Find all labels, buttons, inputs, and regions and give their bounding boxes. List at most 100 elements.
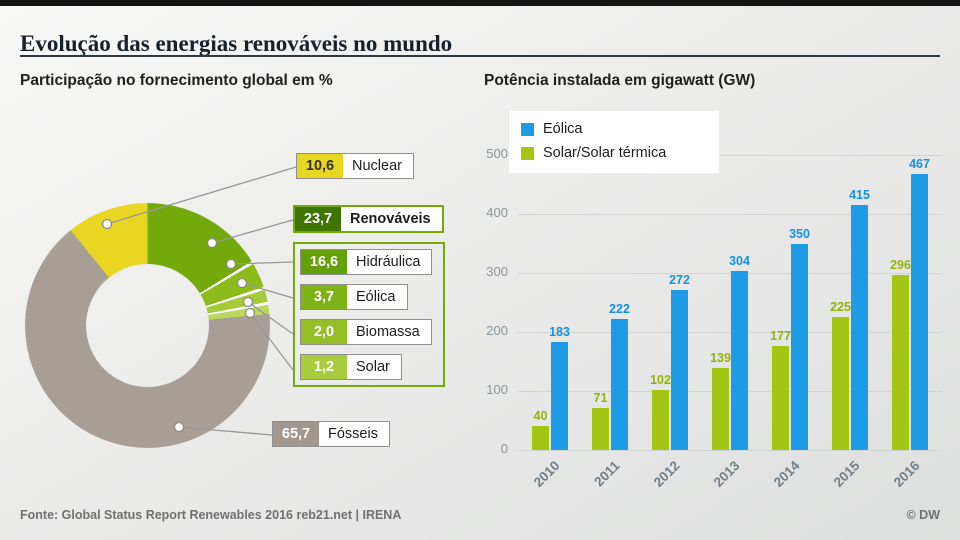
bar-slot-solar: 40: [532, 409, 549, 450]
bar-value-eolica: 350: [789, 226, 810, 241]
bar-group-2014: 177 350: [770, 227, 810, 450]
bar-slot-solar: 71: [592, 391, 609, 450]
bar-eolica: [671, 289, 688, 450]
callout-fosseis-label: Fósseis: [319, 422, 389, 446]
bar-solar: [892, 275, 909, 450]
callout-fosseis-value: 65,7: [273, 422, 319, 446]
bar-slot-eolica: 467: [909, 157, 930, 450]
callout-renovaveis: 23,7 Renováveis: [293, 205, 444, 233]
renewables-breakdown-frame: 16,6 Hidráulica 3,7 Eólica 2,0 Biomassa …: [293, 242, 445, 387]
bar-group-2013: 139 304: [710, 254, 750, 450]
x-tick-label: 2014: [770, 458, 803, 490]
bar-plot: 40 183 2010 71 222 2011 102 272 2012 139 304 2013 17…: [518, 154, 942, 490]
source-note: Fonte: Global Status Report Renewables 2…: [20, 508, 402, 522]
callout-biomassa-value: 2,0: [301, 320, 347, 344]
title-divider: [20, 55, 940, 57]
bar-value-eolica: 183: [549, 325, 570, 340]
bar-group-2012: 102 272: [650, 273, 690, 450]
bar-solar: [832, 317, 849, 450]
callout-biomassa-label: Biomassa: [347, 320, 431, 344]
bar-value-solar: 40: [533, 409, 548, 424]
x-tick-label: 2015: [830, 458, 863, 490]
bar-value-solar: 102: [650, 372, 671, 387]
callout-renovaveis-label: Renováveis: [341, 207, 442, 231]
bar-value-solar: 225: [830, 300, 851, 315]
bar-solar: [712, 368, 729, 450]
callout-eolica-value: 3,7: [301, 285, 347, 309]
gridline: [518, 272, 942, 274]
bar-group-2016: 296 467: [890, 157, 930, 450]
bar-value-eolica: 467: [909, 157, 930, 172]
page-title: Evolução das energias renováveis no mund…: [20, 31, 453, 57]
callout-solar: 1,2 Solar: [300, 354, 402, 380]
bar-slot-solar: 225: [830, 300, 851, 450]
callout-eolica-label: Eólica: [347, 285, 407, 309]
bar-slot-eolica: 183: [549, 325, 570, 450]
bar-eolica: [551, 342, 568, 450]
bar-eolica: [791, 243, 808, 450]
bar-slot-eolica: 222: [609, 302, 630, 450]
legend-label-eolica: Eólica: [543, 121, 583, 137]
callout-hidraulica-label: Hidráulica: [347, 250, 432, 274]
legend-item-eolica: Eólica: [521, 121, 709, 137]
bar-value-solar: 296: [890, 258, 911, 273]
bar-slot-eolica: 304: [729, 254, 750, 450]
callout-nuclear-value: 10,6: [297, 154, 343, 178]
bar-solar: [592, 408, 609, 450]
bar-legend: Eólica Solar/Solar térmica: [508, 110, 720, 174]
bar-value-eolica: 272: [669, 272, 690, 287]
bar-value-eolica: 415: [849, 188, 870, 203]
bar-slot-eolica: 272: [669, 273, 690, 450]
bar-value-eolica: 222: [609, 302, 630, 317]
bar-slot-solar: 177: [770, 329, 791, 450]
y-tick-label: 500: [486, 146, 508, 161]
bar-group-2015: 225 415: [830, 188, 870, 450]
bar-eolica: [911, 174, 928, 450]
legend-label-solar: Solar/Solar térmica: [543, 145, 667, 161]
bar-slot-eolica: 350: [789, 227, 810, 450]
bar-yaxis: 0 100 200 300 400 500: [468, 146, 508, 456]
callout-hidraulica: 16,6 Hidráulica: [300, 249, 433, 275]
bar-eolica: [611, 319, 628, 450]
x-tick-label: 2012: [650, 458, 683, 490]
bar-value-solar: 139: [710, 351, 731, 365]
x-tick-label: 2011: [591, 458, 623, 490]
callout-solar-label: Solar: [347, 355, 401, 379]
bar-slot-solar: 296: [890, 258, 911, 450]
y-tick-label: 400: [486, 205, 508, 220]
legend-swatch-eolica: [521, 122, 534, 136]
callout-renovaveis-value: 23,7: [295, 207, 341, 231]
callout-eolica: 3,7 Eólica: [300, 284, 408, 310]
x-tick-label: 2016: [890, 458, 923, 490]
gridline: [518, 390, 942, 392]
legend-swatch-solar: [521, 146, 534, 160]
y-tick-label: 0: [500, 441, 508, 456]
bar-group-2011: 71 222: [592, 302, 630, 450]
gridline: [518, 331, 942, 333]
gridline: [518, 154, 942, 156]
bar-value-solar: 177: [770, 328, 791, 343]
bar-slot-eolica: 415: [849, 188, 870, 450]
x-tick-label: 2010: [530, 458, 563, 490]
bar-slot-solar: 102: [650, 373, 671, 450]
callout-fosseis: 65,7 Fósseis: [272, 421, 390, 447]
bar-solar: [652, 389, 669, 450]
bar-solar: [532, 426, 549, 450]
bar-eolica: [851, 205, 868, 450]
bar-value-eolica: 304: [729, 253, 750, 268]
callout-biomassa: 2,0 Biomassa: [300, 319, 432, 345]
top-bar: [0, 0, 960, 6]
bar-solar: [772, 345, 789, 450]
callout-hidraulica-value: 16,6: [301, 250, 347, 274]
callout-nuclear-label: Nuclear: [343, 154, 413, 178]
y-tick-label: 200: [486, 323, 508, 338]
x-tick-label: 2013: [710, 458, 743, 490]
y-tick-label: 300: [486, 264, 508, 279]
bar-section-title: Potência instalada em gigawatt (GW): [484, 72, 756, 89]
donut-section-title: Participação no fornecimento global em %: [20, 72, 333, 89]
callout-nuclear: 10,6 Nuclear: [296, 153, 414, 179]
gridline: [518, 213, 942, 215]
legend-item-solar: Solar/Solar térmica: [521, 145, 709, 161]
donut-chart: [25, 203, 270, 448]
